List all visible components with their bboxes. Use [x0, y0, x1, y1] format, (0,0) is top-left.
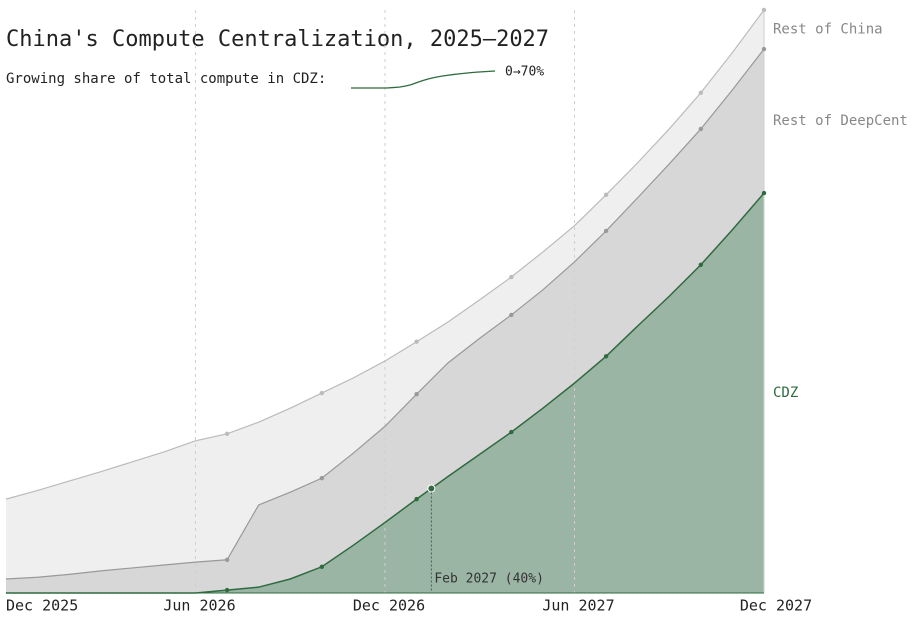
x-tick-label: Dec 2027 — [740, 597, 812, 615]
point — [319, 564, 325, 569]
area — [6, 49, 764, 594]
series-label: Rest of China — [773, 22, 883, 38]
point — [603, 192, 609, 198]
series-label: CDZ — [773, 385, 798, 401]
point — [698, 126, 704, 132]
point — [319, 475, 325, 481]
point — [761, 46, 767, 52]
series-line — [5, 48, 765, 580]
point — [414, 391, 419, 397]
point — [761, 7, 767, 13]
sparkline — [351, 70, 496, 89]
x-tick-label: Jun 2026 — [163, 597, 235, 615]
point — [603, 228, 609, 234]
point — [698, 90, 704, 95]
point — [224, 587, 230, 593]
annotation-point — [427, 484, 436, 493]
sparkline-label: 0→70% — [505, 65, 544, 80]
annotation-text: Feb 2027 (40%) — [434, 572, 544, 587]
point — [319, 390, 325, 396]
point — [414, 339, 419, 344]
point — [509, 429, 514, 435]
point — [698, 262, 704, 267]
series-label: Rest of DeepCent — [773, 113, 908, 129]
point — [509, 274, 514, 280]
point — [414, 496, 419, 502]
point — [224, 431, 230, 437]
chart-title: China's Compute Centralization, 2025–202… — [6, 27, 549, 52]
x-tick-label: Dec 2026 — [353, 597, 425, 615]
point — [761, 190, 767, 196]
x-tick-label: Dec 2025 — [6, 597, 78, 615]
series-line — [5, 9, 765, 500]
x-tick-label: Jun 2027 — [542, 597, 614, 615]
point — [224, 557, 230, 562]
area — [6, 10, 764, 580]
point — [603, 354, 609, 359]
point — [509, 312, 514, 318]
chart-subtitle: Growing share of total compute in CDZ: — [6, 71, 326, 87]
